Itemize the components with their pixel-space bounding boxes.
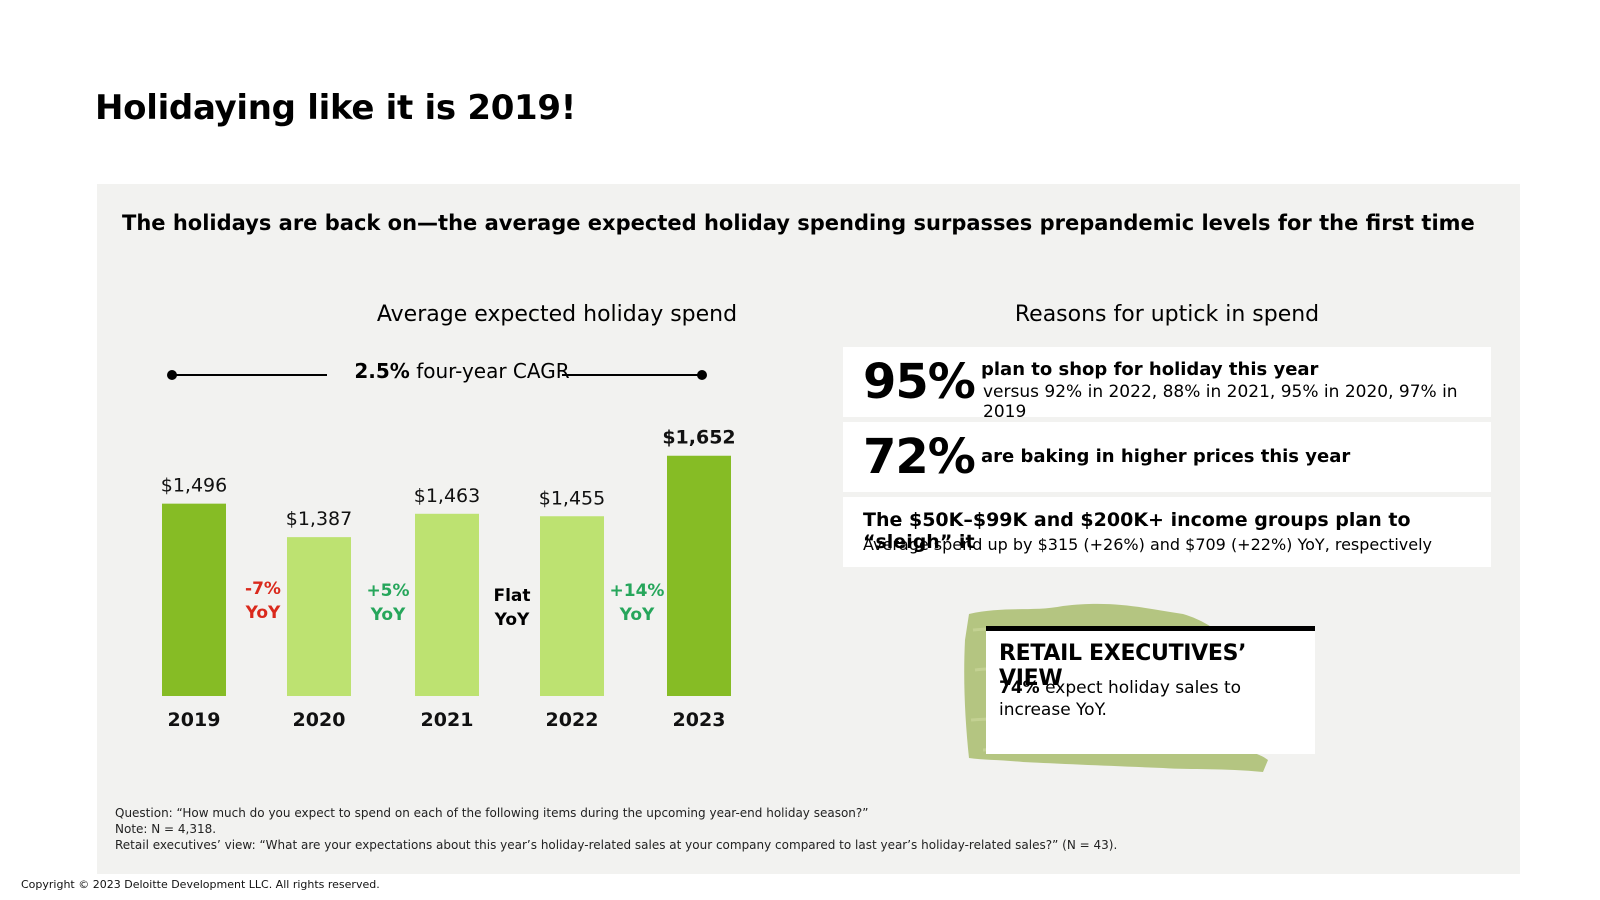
yoy-value: +14%	[609, 581, 665, 601]
bar-2020	[287, 537, 351, 696]
reason-text: are baking in higher prices this year	[981, 446, 1351, 467]
reason-subtext: versus 92% in 2022, 88% in 2021, 95% in …	[983, 382, 1458, 422]
footnote-retail: Retail executives’ view: “What are your …	[115, 838, 1118, 852]
footnote-note: Note: N = 4,318.	[115, 822, 217, 836]
bar-value-label: $1,652	[662, 427, 735, 449]
cagr-value: 2.5%	[354, 359, 410, 383]
reason-pct: 95%	[863, 354, 976, 410]
yoy-change-2020-2021: +5% YoY	[348, 579, 428, 627]
reason-card-shoppers: 95% plan to shop for holiday this year v…	[843, 347, 1491, 422]
bar-value-label: $1,496	[161, 475, 227, 497]
yoy-label: YoY	[245, 603, 281, 623]
content-panel: The holidays are back on—the average exp…	[97, 184, 1520, 874]
reasons-title: Reasons for uptick in spend	[1014, 302, 1320, 327]
copyright: Copyright © 2023 Deloitte Development LL…	[21, 878, 380, 891]
yoy-value: -7%	[245, 579, 281, 599]
reason-pct: 72%	[863, 429, 976, 485]
page-title: Holidaying like it is 2019!	[95, 88, 576, 128]
reason-title: The $50K–$99K and $200K+ income groups p…	[863, 509, 1411, 553]
bar-value-label: $1,387	[286, 508, 352, 530]
cagr-line-left	[172, 374, 327, 376]
x-tick-label: 2021	[421, 709, 474, 731]
yoy-label: YoY	[494, 610, 530, 630]
yoy-label: YoY	[619, 605, 655, 625]
yoy-change-2022-2023: +14% YoY	[597, 579, 677, 627]
yoy-value: +5%	[366, 581, 410, 601]
reason-card-prices: 72% are baking in higher prices this yea…	[843, 422, 1491, 492]
bar-chart: $1,496 2019 $1,387 2020 $1,463 2021 $1,455 2022…	[161, 427, 736, 731]
headline: The holidays are back on—the average exp…	[122, 211, 1475, 235]
bar-value-label: $1,455	[539, 487, 605, 509]
x-tick-label: 2019	[168, 709, 221, 731]
x-tick-label: 2022	[546, 709, 599, 731]
reason-card-income: The $50K–$99K and $200K+ income groups p…	[843, 497, 1491, 567]
executives-pct: 74%	[999, 678, 1040, 698]
cagr-label: 2.5% four-year CAGR	[332, 359, 592, 383]
executives-statement: expect holiday sales to increase YoY.	[999, 678, 1242, 720]
reason-text: plan to shop for holiday this year	[981, 359, 1319, 380]
yoy-value: Flat	[493, 586, 531, 606]
bar-2023	[667, 455, 731, 696]
footnote-question: Question: “How much do you expect to spe…	[115, 806, 869, 820]
executives-view-box: RETAIL EXECUTIVES’ VIEW 74% expect holid…	[986, 626, 1315, 754]
cagr-end-dot	[697, 370, 707, 380]
bar-2022	[540, 516, 604, 696]
bar-value-label: $1,463	[414, 485, 480, 507]
cagr-line-right	[562, 374, 701, 376]
executives-text: 74% expect holiday sales to increase YoY…	[999, 677, 1299, 721]
reason-subtext: Average spend up by $315 (+26%) and $709…	[863, 535, 1433, 554]
cagr-text: four-year CAGR	[416, 359, 570, 383]
yoy-label: YoY	[370, 605, 406, 625]
bar-2019	[162, 503, 226, 696]
x-tick-label: 2020	[293, 709, 346, 731]
bar-2021	[415, 513, 479, 696]
chart-title: Average expected holiday spend	[376, 302, 738, 327]
executives-title: RETAIL EXECUTIVES’ VIEW	[999, 641, 1247, 691]
x-tick-label: 2023	[673, 709, 726, 731]
yoy-change-2019-2020: -7% YoY	[223, 577, 303, 625]
yoy-change-2021-2022: Flat YoY	[472, 584, 552, 632]
